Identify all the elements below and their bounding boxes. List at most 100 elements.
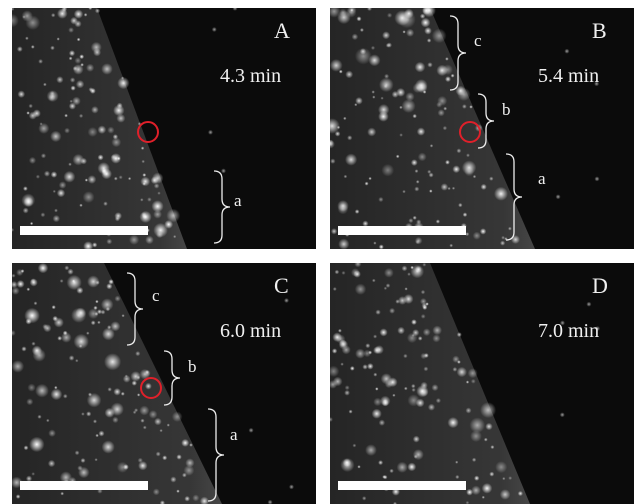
spot bbox=[406, 29, 414, 37]
spot bbox=[416, 219, 421, 224]
spot bbox=[68, 27, 74, 33]
spot bbox=[500, 489, 511, 500]
spot bbox=[482, 496, 485, 499]
panel: D7.0 min bbox=[328, 260, 634, 504]
spot bbox=[457, 148, 462, 153]
spot bbox=[347, 135, 352, 140]
spot bbox=[114, 212, 122, 220]
spot bbox=[381, 97, 384, 100]
spot bbox=[501, 236, 505, 240]
spot bbox=[424, 27, 432, 35]
spot bbox=[106, 307, 110, 311]
spot bbox=[437, 96, 447, 106]
scale-bar bbox=[338, 226, 466, 235]
spot bbox=[88, 127, 98, 137]
spot bbox=[130, 371, 141, 382]
spot bbox=[457, 332, 462, 337]
spot bbox=[369, 177, 372, 180]
spot bbox=[387, 13, 392, 18]
brace-letter: b bbox=[502, 100, 511, 119]
spot bbox=[71, 308, 86, 323]
spot bbox=[445, 76, 451, 82]
spot bbox=[26, 318, 32, 324]
spot bbox=[349, 410, 353, 414]
spot bbox=[418, 336, 423, 341]
spot bbox=[162, 455, 167, 460]
spot bbox=[448, 187, 451, 190]
spot bbox=[471, 379, 476, 384]
spot bbox=[74, 334, 89, 349]
spot bbox=[339, 70, 343, 74]
spot bbox=[396, 88, 405, 97]
spot bbox=[357, 465, 360, 468]
spot bbox=[41, 153, 46, 158]
spot bbox=[468, 368, 478, 378]
spot bbox=[432, 29, 447, 44]
spot bbox=[564, 49, 569, 54]
spot bbox=[418, 153, 427, 162]
spot bbox=[455, 475, 459, 479]
spot bbox=[38, 123, 49, 134]
spot bbox=[449, 244, 453, 248]
spot bbox=[402, 190, 405, 193]
spot bbox=[495, 461, 507, 473]
spot bbox=[102, 328, 115, 341]
spot bbox=[472, 458, 476, 462]
spot bbox=[381, 373, 392, 384]
spot bbox=[463, 212, 468, 217]
spot bbox=[342, 271, 346, 275]
spot bbox=[164, 220, 173, 229]
spot bbox=[86, 411, 91, 416]
spot bbox=[5, 14, 19, 28]
spot bbox=[403, 30, 406, 33]
spot bbox=[508, 476, 512, 480]
spot bbox=[408, 218, 413, 223]
spot bbox=[425, 302, 428, 305]
spot bbox=[99, 431, 105, 437]
time-label: 7.0 min bbox=[538, 320, 599, 342]
spot bbox=[380, 396, 391, 407]
spot bbox=[407, 463, 416, 472]
spot bbox=[407, 272, 411, 276]
scale-bar bbox=[20, 481, 148, 490]
spot bbox=[153, 210, 162, 219]
spot bbox=[413, 449, 424, 460]
spot bbox=[421, 314, 426, 319]
spot bbox=[362, 221, 368, 227]
spot bbox=[502, 477, 505, 480]
spot bbox=[129, 235, 139, 245]
spot bbox=[438, 109, 445, 116]
spot bbox=[355, 284, 366, 295]
spot bbox=[17, 280, 25, 288]
spot bbox=[480, 228, 486, 234]
spot bbox=[112, 417, 118, 423]
spot bbox=[432, 384, 439, 391]
spot bbox=[70, 77, 75, 82]
time-label: 4.3 min bbox=[220, 65, 281, 87]
spot bbox=[386, 43, 391, 48]
spot bbox=[471, 486, 481, 496]
spot bbox=[138, 458, 143, 463]
panel-label: B bbox=[592, 18, 607, 43]
spot bbox=[333, 287, 337, 291]
spot bbox=[102, 440, 115, 453]
spot bbox=[152, 173, 163, 184]
spot bbox=[31, 342, 35, 346]
spot bbox=[485, 423, 492, 430]
spot bbox=[111, 154, 116, 159]
spot bbox=[432, 326, 442, 336]
spot bbox=[140, 177, 150, 187]
spot bbox=[77, 38, 81, 42]
spot bbox=[38, 263, 48, 273]
spot bbox=[79, 114, 83, 118]
spot bbox=[362, 364, 367, 369]
spot bbox=[189, 443, 193, 447]
spot bbox=[50, 46, 55, 51]
spot bbox=[380, 328, 388, 336]
spot bbox=[72, 97, 81, 106]
brace-letter: b bbox=[188, 357, 197, 376]
spot bbox=[375, 310, 380, 315]
spot bbox=[103, 201, 108, 206]
spot bbox=[95, 300, 98, 303]
